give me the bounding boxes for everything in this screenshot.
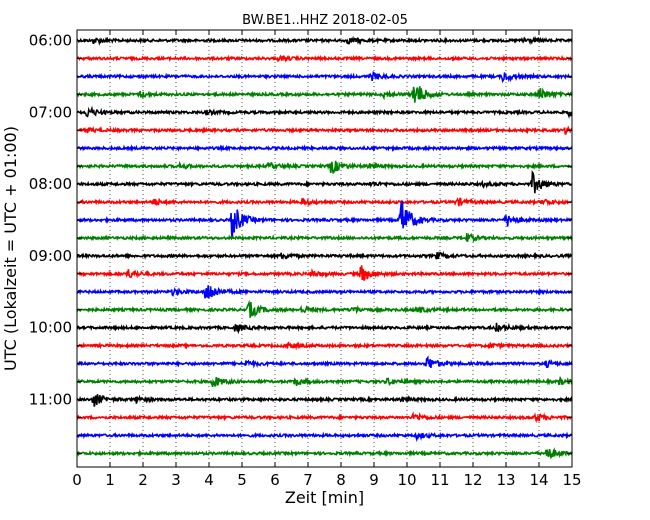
x-tick-label: 6 <box>270 471 280 489</box>
x-tick-label: 4 <box>204 471 214 489</box>
trace-line <box>76 35 573 46</box>
x-tick-label: 8 <box>336 471 346 489</box>
trace-line <box>76 232 573 243</box>
plot-frame <box>76 29 573 468</box>
x-tick-label: 11 <box>430 471 449 489</box>
y-axis-label: UTC (Lokalzeit = UTC + 01:00) <box>1 126 20 371</box>
trace-line <box>76 341 573 351</box>
y-tick-label: 10:00 <box>29 319 72 337</box>
trace-line <box>76 411 573 424</box>
trace-line <box>76 299 573 318</box>
trace-line <box>76 394 573 407</box>
grid-lines <box>109 30 540 467</box>
trace-line <box>76 322 573 335</box>
y-tick-label: 11:00 <box>29 391 72 409</box>
y-tick-label: 09:00 <box>29 247 72 265</box>
trace-line <box>76 70 573 84</box>
x-tick-label: 10 <box>397 471 416 489</box>
x-tick-label: 15 <box>562 471 581 489</box>
x-tick-label: 1 <box>105 471 115 489</box>
x-tick-label: 12 <box>463 471 482 489</box>
trace-line <box>76 86 573 103</box>
trace-line <box>76 170 573 194</box>
x-tick-label: 14 <box>529 471 548 489</box>
x-tick-label: 0 <box>72 471 82 489</box>
trace-line <box>76 265 573 281</box>
trace-line <box>76 431 573 443</box>
x-tick-label: 2 <box>138 471 148 489</box>
x-tick-label: 13 <box>496 471 515 489</box>
x-axis-ticks: 0 1 2 3 4 5 6 7 8 9 10 11 12 13 14 15 <box>72 30 582 489</box>
trace-line <box>76 375 573 388</box>
x-tick-label: 9 <box>369 471 379 489</box>
y-tick-label: 07:00 <box>29 103 72 121</box>
trace-group <box>76 35 573 460</box>
chart-title: BW.BE1..HHZ 2018-02-05 <box>242 13 408 28</box>
x-tick-label: 3 <box>171 471 181 489</box>
x-axis-label: Zeit [min] <box>285 488 364 507</box>
y-tick-label: 08:00 <box>29 175 72 193</box>
y-axis-ticks: 06:00 07:00 08:00 09:00 10:00 11:00 <box>29 32 572 454</box>
trace-line <box>76 447 573 460</box>
trace-line <box>76 285 573 299</box>
trace-line <box>76 201 573 239</box>
y-tick-label: 06:00 <box>29 32 72 50</box>
trace-line <box>76 355 573 369</box>
trace-line <box>76 144 573 153</box>
x-tick-label: 7 <box>303 471 313 489</box>
trace-line <box>76 160 573 174</box>
trace-line <box>76 197 573 207</box>
trace-line <box>76 105 573 119</box>
trace-line <box>76 250 573 261</box>
trace-line <box>76 54 573 63</box>
x-tick-label: 5 <box>237 471 247 489</box>
trace-line <box>76 125 573 135</box>
